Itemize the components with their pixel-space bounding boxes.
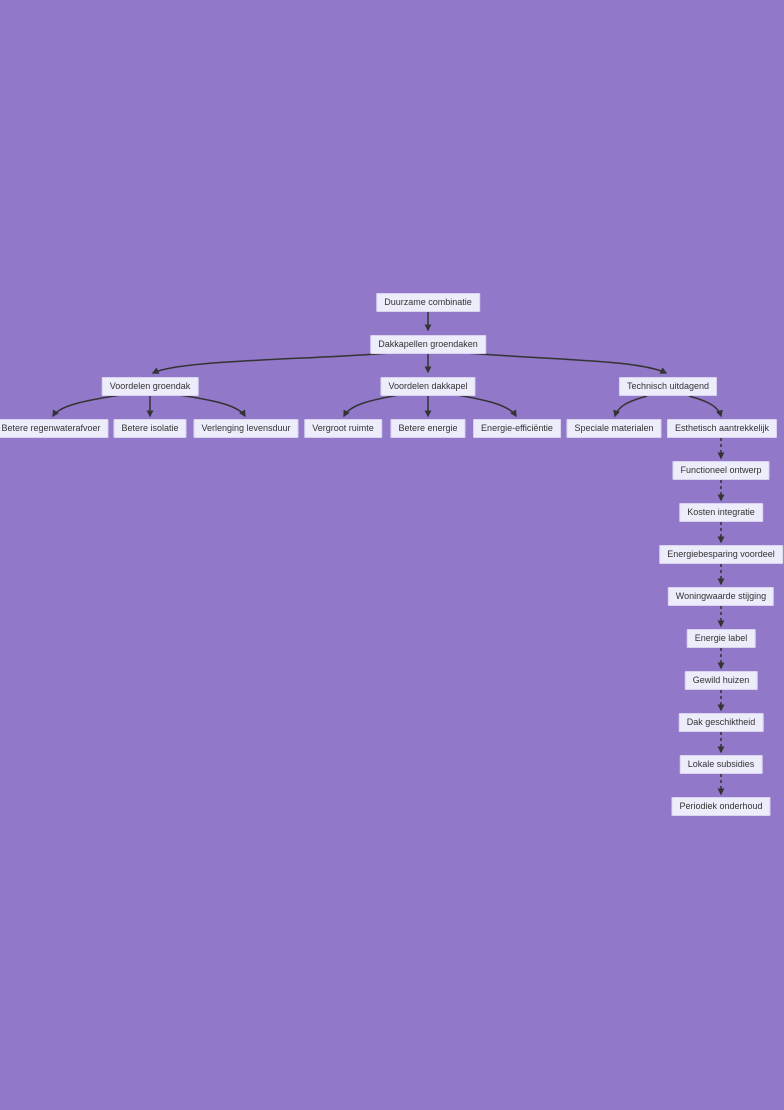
node-speciale-materialen: Speciale materialen	[566, 419, 662, 438]
node-energie-label: Energie label	[686, 629, 756, 648]
node-betere-regenwaterafvoer: Betere regenwaterafvoer	[0, 419, 109, 438]
node-lokale-subsidies: Lokale subsidies	[679, 755, 763, 774]
node-gewild-huizen: Gewild huizen	[684, 671, 758, 690]
node-esthetisch-aantrekkelijk: Esthetisch aantrekkelijk	[666, 419, 778, 438]
edge-dakkapellen-voordelen-groendak	[151, 352, 391, 374]
node-betere-energie: Betere energie	[390, 419, 466, 438]
node-functioneel-ontwerp: Functioneel ontwerp	[672, 461, 770, 480]
edge-technisch-materialen	[613, 395, 648, 418]
edge-technisch-esthetisch	[688, 395, 723, 418]
edge-dakkapel-vergroot-ruimte	[343, 394, 400, 418]
node-duurzame-combinatie: Duurzame combinatie	[376, 293, 480, 312]
edge-groendak-levensduur	[178, 394, 246, 418]
node-voordelen-dakkapel: Voordelen dakkapel	[380, 377, 476, 396]
node-technisch-uitdagend: Technisch uitdagend	[618, 377, 718, 396]
node-betere-isolatie: Betere isolatie	[113, 419, 187, 438]
node-verlenging-levensduur: Verlenging levensduur	[193, 419, 299, 438]
node-woningwaarde-stijging: Woningwaarde stijging	[667, 587, 775, 606]
node-kosten-integratie: Kosten integratie	[679, 503, 763, 522]
edge-groendak-regenwaterafvoer	[52, 394, 122, 418]
edge-dakkapel-efficientie	[456, 394, 517, 418]
node-periodiek-onderhoud: Periodiek onderhoud	[671, 797, 771, 816]
node-energiebesparing-voordeel: Energiebesparing voordeel	[659, 545, 783, 564]
node-dakkapellen-groendaken: Dakkapellen groendaken	[370, 335, 486, 354]
node-energie-efficientie: Energie-efficiëntie	[473, 419, 561, 438]
node-dak-geschiktheid: Dak geschiktheid	[678, 713, 764, 732]
edge-dakkapellen-technisch	[465, 352, 668, 374]
node-vergroot-ruimte: Vergroot ruimte	[304, 419, 382, 438]
node-voordelen-groendak: Voordelen groendak	[101, 377, 199, 396]
